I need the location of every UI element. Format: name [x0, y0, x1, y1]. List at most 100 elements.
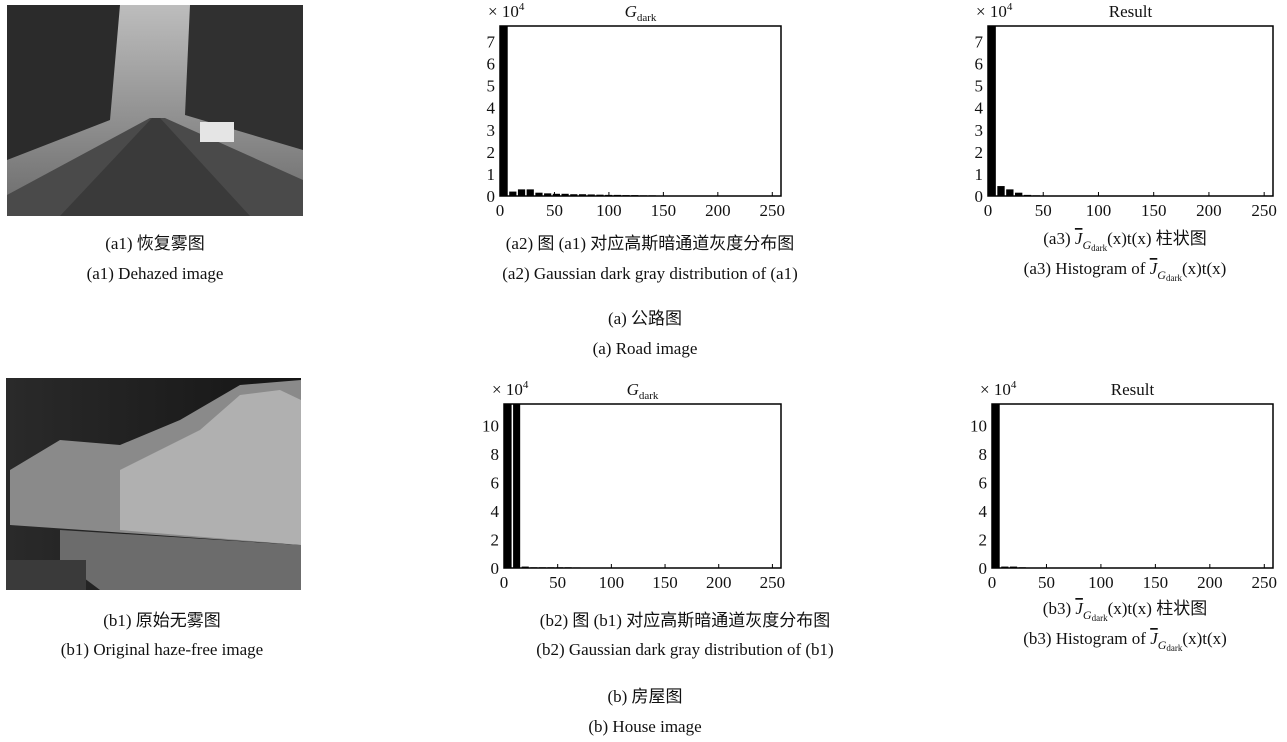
- caption-part: G: [1083, 608, 1092, 622]
- photo-road: [7, 5, 303, 216]
- caption-part: (b3) Histogram of: [1023, 629, 1150, 648]
- y-tick-label: 4: [979, 502, 988, 521]
- caption-cn: (b2) 图 (b1) 对应高斯暗通道灰度分布图: [540, 611, 830, 630]
- caption-en: (b1) Original haze-free image: [61, 640, 263, 659]
- y-tick-label: 0: [487, 187, 496, 206]
- x-tick-label: 100: [1088, 573, 1114, 592]
- caption-cn: (a2) 图 (a1) 对应高斯暗通道灰度分布图: [506, 234, 795, 253]
- x-tick-label: 150: [652, 573, 678, 592]
- group-caption-en: (b) House image: [588, 717, 701, 736]
- bar: [997, 186, 1004, 196]
- x-tick-label: 250: [760, 573, 786, 592]
- x-tick-label: 50: [1038, 573, 1055, 592]
- x-tick-label: 250: [760, 201, 786, 220]
- bar: [527, 189, 534, 196]
- x-tick-label: 200: [705, 201, 731, 220]
- caption-part: G: [1158, 638, 1167, 652]
- plot-frame: [992, 404, 1273, 568]
- y-tick-label: 6: [491, 473, 500, 492]
- x-tick-label: 150: [651, 201, 677, 220]
- caption-part: dark: [1166, 273, 1182, 283]
- y-tick-label: 2: [979, 530, 988, 549]
- multiplier-exponent: 4: [519, 1, 525, 13]
- caption-cn: (b3) JGdark(x)t(x) 柱状图: [1043, 599, 1207, 623]
- bar: [505, 404, 512, 568]
- chart-title: Result: [1109, 2, 1153, 21]
- caption-en: (a1) Dehazed image: [87, 264, 224, 283]
- caption-part: (x)t(x) 柱状图: [1107, 229, 1207, 248]
- figure: (a1) 恢复雾图 (a1) Dehazed image (a2) 图 (a1)…: [0, 0, 1287, 742]
- y-tick-label: 6: [975, 55, 984, 74]
- y-tick-label: 4: [975, 99, 984, 118]
- bar: [518, 189, 525, 196]
- bar: [993, 404, 1000, 568]
- bar: [1006, 189, 1013, 196]
- chart-title: Result: [1111, 380, 1155, 399]
- y-tick-label: 2: [491, 530, 500, 549]
- x-tick-label: 50: [546, 201, 563, 220]
- group-caption-cn: (a) 公路图: [608, 309, 682, 328]
- y-tick-label: 4: [487, 99, 496, 118]
- caption-part: G: [1082, 238, 1091, 252]
- y-tick-label: 4: [491, 502, 500, 521]
- y-tick-label: 0: [979, 559, 988, 578]
- bar: [513, 404, 520, 568]
- title-part: dark: [639, 390, 659, 402]
- caption-part: (x)t(x) 柱状图: [1108, 599, 1208, 618]
- y-tick-label: 8: [491, 445, 500, 464]
- y-tick-label: 6: [979, 473, 988, 492]
- y-multiplier: × 104: [980, 379, 1017, 399]
- chart-title: Gdark: [625, 2, 657, 24]
- multiplier-base: × 10: [488, 2, 519, 21]
- caption-part: (b3): [1043, 599, 1076, 618]
- x-tick-label: 250: [1252, 573, 1278, 592]
- caption-part: G: [1157, 268, 1166, 282]
- x-tick-label: 50: [1035, 201, 1052, 220]
- x-tick-label: 100: [1086, 201, 1112, 220]
- x-tick-label: 200: [1197, 573, 1223, 592]
- y-tick-label: 8: [979, 445, 988, 464]
- title-part: Result: [1109, 2, 1153, 21]
- caption-en: (a2) Gaussian dark gray distribution of …: [502, 264, 798, 283]
- y-tick-label: 0: [975, 187, 984, 206]
- bar: [989, 26, 996, 196]
- group-caption-cn: (b) 房屋图: [607, 687, 682, 706]
- caption-en: (b3) Histogram of JGdark(x)t(x): [1023, 629, 1227, 653]
- y-tick-label: 7: [975, 32, 984, 51]
- multiplier-base: × 10: [976, 2, 1007, 21]
- chart-title: Gdark: [627, 380, 659, 402]
- x-tick-label: 0: [988, 573, 997, 592]
- caption-en: (b2) Gaussian dark gray distribution of …: [536, 640, 833, 659]
- x-tick-label: 200: [1196, 201, 1222, 220]
- y-tick-label: 5: [975, 77, 984, 96]
- y-tick-label: 0: [491, 559, 500, 578]
- caption-part: (x)t(x): [1182, 259, 1226, 278]
- x-tick-label: 0: [500, 573, 509, 592]
- y-multiplier: × 104: [492, 379, 529, 399]
- title-part: G: [625, 2, 637, 21]
- title-part: dark: [637, 12, 657, 24]
- multiplier-base: × 10: [492, 380, 523, 399]
- y-tick-label: 1: [975, 165, 984, 184]
- y-tick-label: 5: [487, 77, 496, 96]
- x-tick-label: 150: [1143, 573, 1169, 592]
- x-tick-label: 150: [1141, 201, 1167, 220]
- title-part: Result: [1111, 380, 1155, 399]
- y-tick-label: 2: [487, 143, 496, 162]
- multiplier-exponent: 4: [523, 379, 529, 391]
- plot-frame: [500, 26, 781, 196]
- x-tick-label: 250: [1251, 201, 1277, 220]
- x-tick-label: 100: [596, 201, 622, 220]
- plot-frame: [504, 404, 781, 568]
- caption-part: dark: [1166, 643, 1182, 653]
- x-tick-label: 0: [984, 201, 993, 220]
- x-tick-label: 100: [599, 573, 625, 592]
- plot-frame: [988, 26, 1273, 196]
- title-part: G: [627, 380, 639, 399]
- caption-cn: (b1) 原始无雾图: [103, 611, 221, 630]
- y-multiplier: × 104: [488, 1, 525, 21]
- caption-part: dark: [1091, 243, 1107, 253]
- y-tick-label: 3: [487, 121, 496, 140]
- y-tick-label: 10: [482, 416, 499, 435]
- bar: [501, 26, 508, 196]
